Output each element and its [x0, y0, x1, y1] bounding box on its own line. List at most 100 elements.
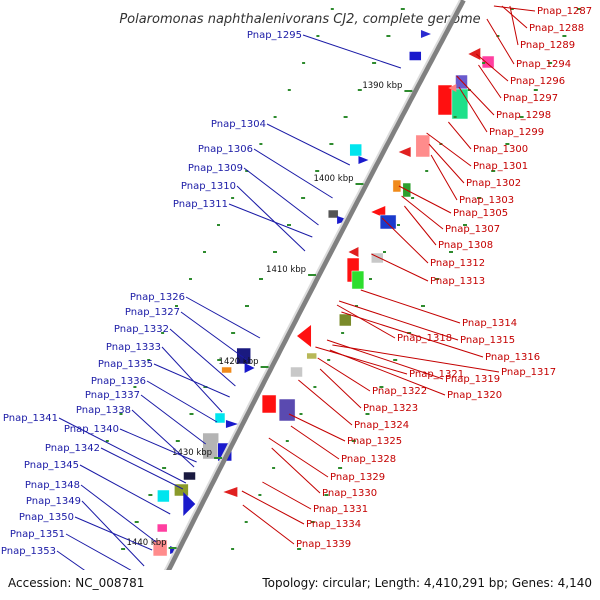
gene-feature [420, 30, 431, 38]
strand-tick [491, 170, 496, 172]
gene-label-right: Pnap_1324 [354, 420, 409, 431]
gene-feature [261, 394, 277, 414]
scale-tick-mark [214, 457, 223, 459]
label-leader [131, 409, 195, 468]
strand-tick [453, 116, 457, 118]
scale-tick-label: 1400 kbp [313, 174, 353, 184]
gene-label-right: Pnap_1325 [347, 436, 402, 447]
label-leader [243, 167, 319, 226]
label-leader [448, 121, 472, 150]
backbone-line [149, 0, 466, 600]
label-leader [266, 123, 351, 166]
strand-tick [299, 413, 303, 415]
strand-tick [245, 170, 249, 172]
label-leader [360, 289, 461, 324]
strand-tick [175, 440, 180, 442]
scale-tick-label: 1420 kbp [219, 357, 259, 367]
gene-feature [214, 412, 226, 424]
gene-label-right: Pnap_1302 [466, 178, 521, 189]
gene-feature [327, 209, 339, 219]
label-leader [326, 339, 444, 380]
scale-tick-mark [260, 366, 269, 368]
gene-feature [468, 48, 481, 60]
gene-feature [157, 489, 170, 503]
footer-bg [0, 570, 600, 600]
strand-tick [203, 386, 208, 388]
strand-tick [259, 143, 263, 145]
strand-tick [313, 386, 317, 388]
gene-feature [339, 313, 352, 327]
gene-label-right: Pnap_1331 [313, 504, 368, 515]
strand-tick [411, 197, 415, 199]
label-leader [74, 516, 153, 551]
label-leader [153, 363, 230, 398]
strand-tick [505, 143, 510, 145]
strand-tick [463, 224, 467, 226]
strand-tick [147, 359, 151, 361]
gene-label-right: Pnap_1330 [322, 488, 377, 499]
strand-tick [272, 467, 276, 469]
strand-tick [310, 521, 315, 523]
strand-tick [449, 251, 453, 253]
gene-label-right: Pnap_1318 [397, 333, 452, 344]
strand-tick [338, 467, 343, 469]
strand-tick [217, 359, 222, 361]
gene-label-right: Pnap_1299 [489, 127, 544, 138]
gene-label-left: Pnap_1351 [10, 529, 65, 540]
left-gene-labels: Pnap_1295 Pnap_1304 Pnap_1306 Pnap_1309 Pnap… [1, 30, 402, 600]
strand-tick [105, 440, 109, 442]
strand-tick [397, 224, 400, 226]
label-leader [430, 154, 458, 201]
gene-feature [349, 143, 362, 157]
scale-tick-mark [168, 547, 177, 549]
gene-label-right: Pnap_1288 [529, 23, 584, 34]
label-leader [426, 132, 472, 167]
gene-label-right: Pnap_1315 [460, 335, 515, 346]
gene-label-left: Pnap_1310 [181, 181, 236, 192]
strand-tick [482, 62, 486, 64]
label-leader [486, 18, 515, 65]
label-leader [401, 195, 444, 230]
strand-tick [259, 278, 263, 280]
strand-tick [519, 116, 524, 118]
strand-tick [477, 197, 482, 199]
label-leader [290, 425, 340, 460]
gene-feature [379, 214, 397, 230]
gene-label-right: Pnap_1328 [341, 454, 396, 465]
strand-tick [285, 440, 289, 442]
strand-tick [273, 116, 277, 118]
gene-label-right: Pnap_1289 [520, 40, 575, 51]
gene-label-right: Pnap_1313 [430, 276, 485, 287]
strand-tick [133, 386, 137, 388]
label-leader [140, 394, 207, 445]
gene-feature [415, 134, 431, 158]
label-leader [319, 368, 362, 409]
gene-label-right: Pnap_1334 [306, 519, 361, 530]
gene-feature [448, 84, 457, 92]
strand-tick [383, 251, 386, 253]
gene-label-right: Pnap_1320 [447, 390, 502, 401]
strand-tick [379, 386, 384, 388]
gene-label-right: Pnap_1339 [296, 539, 351, 550]
gene-feature [183, 492, 196, 516]
strand-tick [351, 440, 356, 442]
label-leader [458, 86, 488, 133]
gene-label-left: Pnap_1342 [45, 443, 100, 454]
strand-tick [315, 170, 320, 172]
gene-label-right: Pnap_1287 [537, 6, 592, 17]
label-leader [288, 413, 346, 442]
gene-feature [244, 363, 255, 373]
label-leader [241, 490, 305, 525]
label-leader [302, 34, 402, 69]
strand-tick [217, 224, 220, 226]
gene-label-left: Pnap_1345 [24, 460, 79, 471]
gene-feature [351, 270, 365, 290]
gene-feature [152, 539, 168, 557]
label-leader [146, 380, 218, 423]
scale-tick-label: 1430 kbp [172, 448, 212, 458]
label-leader [315, 346, 408, 375]
strand-tick [231, 332, 236, 334]
label-leader [456, 75, 495, 116]
strand-tick [496, 35, 500, 37]
